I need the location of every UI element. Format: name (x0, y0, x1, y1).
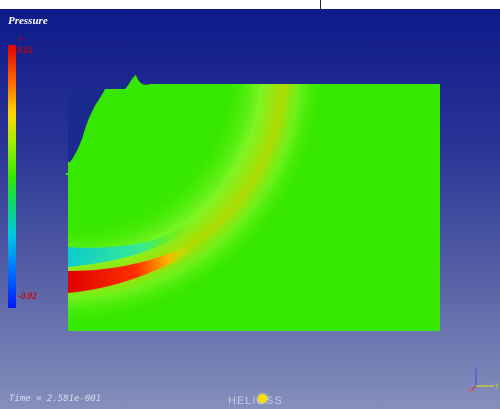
render-viewport[interactable]: Pressure > 0.02 -0.02 (0, 9, 500, 409)
orientation-axes: Z Y X (468, 354, 500, 394)
legend-max-label: 0.02 (17, 45, 33, 55)
wavefront-glow (68, 75, 440, 331)
legend-min-label: -0.02 (18, 291, 37, 301)
axes-triad-icon (471, 368, 494, 391)
axis-x-label: X (468, 387, 473, 394)
helioss-logo: HELIOSS (228, 391, 283, 407)
color-legend-bar (8, 45, 16, 308)
pressure-field (66, 75, 440, 331)
surface-splash (68, 89, 105, 162)
logo-text: HELIOSS (228, 395, 283, 407)
top-tick (320, 0, 321, 14)
legend-marker: > (18, 35, 24, 43)
pressure-field-plot (66, 75, 440, 331)
high-pressure-band (68, 247, 192, 293)
splash-fragments (66, 165, 84, 175)
field-title: Pressure (8, 15, 48, 27)
low-pressure-band (68, 225, 188, 267)
time-readout: Time = 2.581e-001 (9, 394, 102, 404)
axis-y-label: Y (495, 383, 499, 390)
sun-icon (258, 394, 267, 403)
axis-z-label: Z (474, 360, 479, 367)
